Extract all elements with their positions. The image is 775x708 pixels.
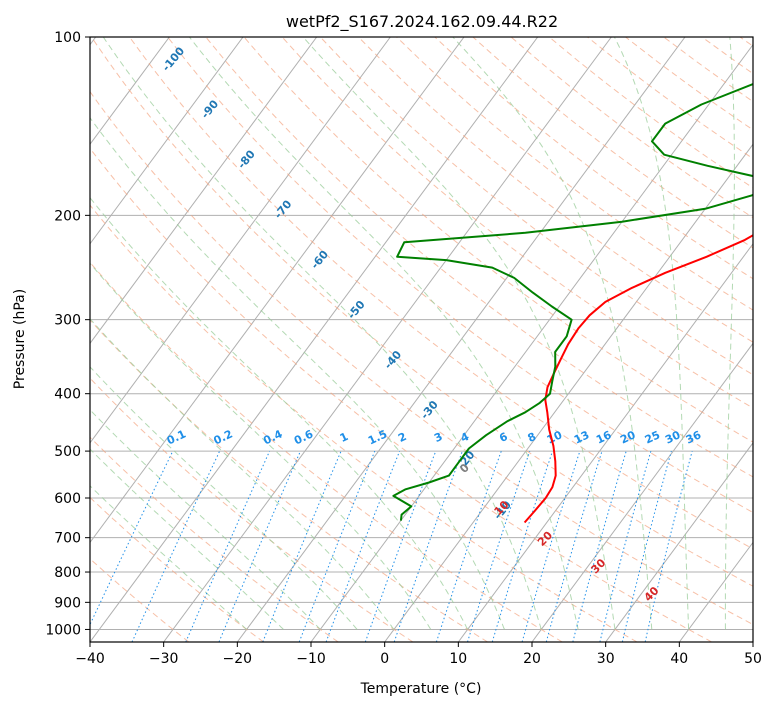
mixing-ratio-label: 13 <box>572 428 591 446</box>
moist-adiabat-line <box>90 485 247 630</box>
moist-adiabat-line <box>90 409 321 630</box>
x-tick-label: −40 <box>75 651 105 667</box>
dry-adiabat-line <box>90 204 638 642</box>
dry-adiabat-line <box>358 37 753 343</box>
mixing-ratio-line <box>621 450 672 642</box>
isotherm-line <box>90 37 244 245</box>
moist-adiabat-line <box>452 37 653 630</box>
mixing-ratio-label: 16 <box>594 428 614 446</box>
y-tick-label: 100 <box>54 30 81 46</box>
dry-adiabat-line <box>90 37 753 587</box>
dry-adiabat-line <box>396 37 753 311</box>
y-tick-label: 500 <box>54 444 81 460</box>
mixing-ratio-line <box>644 450 693 642</box>
isotherm-line <box>90 37 465 544</box>
y-tick-label: 700 <box>54 531 81 547</box>
moist-adiabat-line <box>302 37 616 630</box>
dry-adiabat-line <box>319 37 753 376</box>
isotherm-line <box>90 37 318 345</box>
mixing-ratio-line <box>467 450 531 642</box>
y-tick-label: 300 <box>54 313 81 329</box>
x-tick-label: 20 <box>523 651 541 667</box>
mixing-ratio-label: 25 <box>643 428 662 446</box>
axis-layer: −40 −30 −20 −10 0 10 20 30 40 50 100 200 300 400 500 60… <box>45 30 762 667</box>
isotherm-line <box>310 43 753 642</box>
dry-adiabat-line <box>90 147 712 642</box>
mixing-ratio-line <box>325 450 401 642</box>
moist-adiabat-line <box>613 37 690 630</box>
isotherm-line <box>457 242 753 642</box>
y-tick-label: 1000 <box>45 622 81 638</box>
mixing-ratio-line <box>491 450 553 642</box>
dry-adiabat-line <box>129 37 753 550</box>
mixing-ratio-line <box>298 450 376 642</box>
moist-adiabat-line <box>189 37 579 630</box>
y-tick-label: 400 <box>54 387 81 403</box>
isotherm-line <box>90 37 391 444</box>
mixing-ratio-line <box>364 450 437 642</box>
mixing-ratio-label: 36 <box>684 428 704 446</box>
plot-frame <box>89 36 754 643</box>
mixing-ratio-label: 20 <box>618 428 638 446</box>
x-tick-label: −30 <box>149 651 179 667</box>
series-layer <box>392 83 753 524</box>
reference-lines-layer <box>90 37 753 642</box>
mixing-ratio-line <box>545 450 603 642</box>
x-tick-label: 0 <box>380 651 389 667</box>
moist-adiabat-line <box>90 116 505 630</box>
isotherm-line <box>90 37 170 146</box>
isotherm-line <box>90 37 539 642</box>
mixing-ratio-line <box>599 450 652 642</box>
mixing-ratio-line <box>262 450 342 642</box>
x-tick-label: 40 <box>670 651 688 667</box>
dry-adiabat-line <box>90 90 753 626</box>
moist-adiabat-line <box>90 262 432 630</box>
plot-area <box>90 37 753 642</box>
isotherm-line <box>605 442 753 642</box>
y-tick-label: 600 <box>54 491 81 507</box>
x-tick-label: −20 <box>223 651 253 667</box>
moist-adiabat-line <box>90 317 395 630</box>
x-tick-label: 10 <box>449 651 467 667</box>
y-tick-label: 800 <box>54 565 81 581</box>
x-tick-label: 30 <box>597 651 615 667</box>
dry-adiabat-line <box>90 377 414 642</box>
x-axis-label: Temperature (°C) <box>360 681 482 697</box>
mixing-ratio-line <box>218 450 301 642</box>
dry-adiabat-line <box>90 261 563 642</box>
moist-adiabat-line <box>724 37 735 630</box>
moist-adiabat-line <box>102 37 542 630</box>
isotherm-line <box>752 641 753 642</box>
isotherm-line <box>236 37 686 642</box>
x-tick-label: 50 <box>744 651 762 667</box>
moist-adiabat-line <box>90 448 284 630</box>
y-axis-label: Pressure (hPa) <box>12 289 28 389</box>
dewpoint-line <box>392 83 753 521</box>
isotherm-line <box>384 143 753 642</box>
isotherm-line <box>531 342 753 642</box>
y-tick-label: 200 <box>54 208 81 224</box>
y-tick-label: 900 <box>54 595 81 611</box>
x-tick-label: −10 <box>296 651 326 667</box>
mixing-ratio-line <box>521 450 581 642</box>
mixing-ratio-line <box>393 450 463 642</box>
mixing-ratio-line <box>435 450 502 642</box>
mixing-ratio-label: 30 <box>663 428 683 446</box>
mixing-ratio-line <box>572 450 627 642</box>
chart-title: wetPf2_S167.2024.162.09.44.R22 <box>286 12 558 32</box>
dry-adiabat-line <box>167 37 753 514</box>
mixing-ratio-line <box>185 450 271 642</box>
temperature-line <box>523 234 753 524</box>
